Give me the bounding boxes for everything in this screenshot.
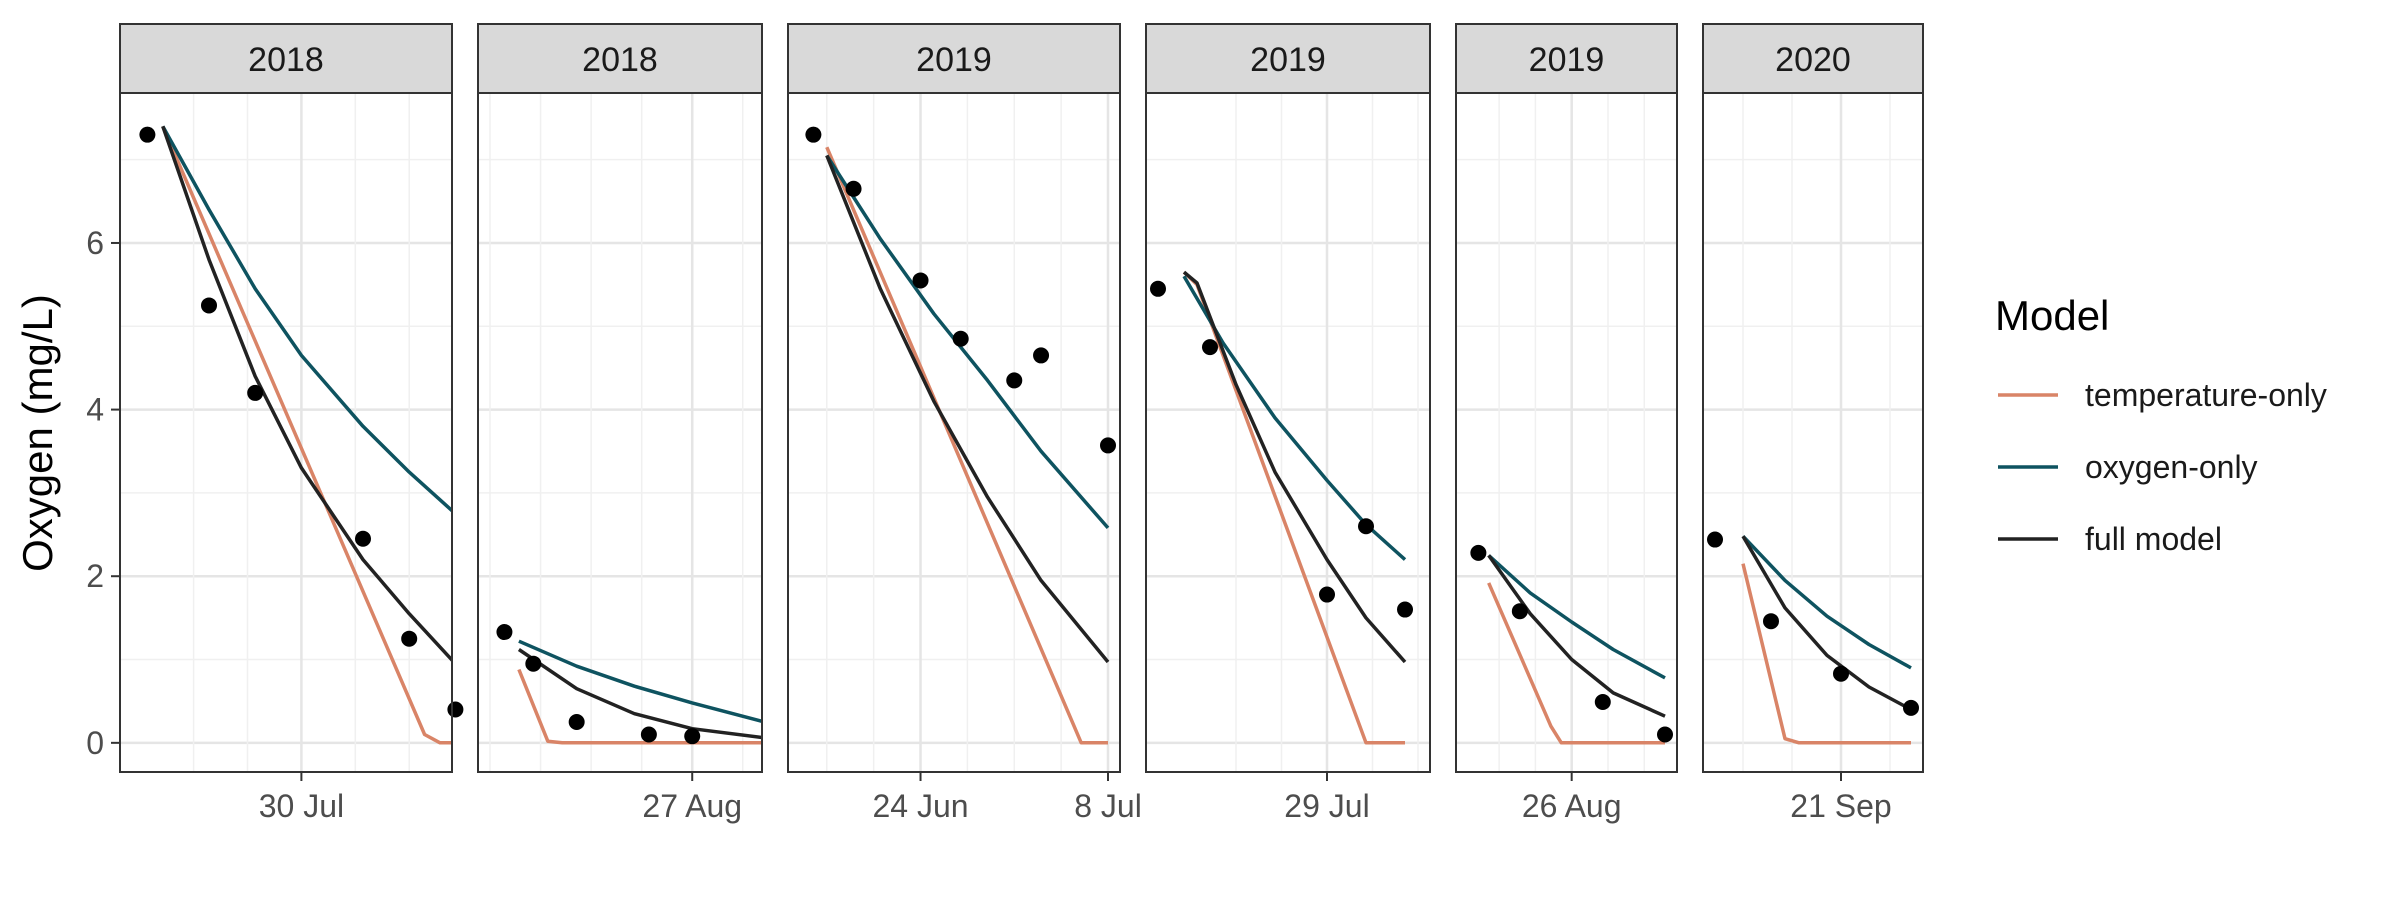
panel-border — [477, 92, 763, 773]
observed-point — [805, 126, 822, 143]
series-group — [161, 125, 452, 745]
legend-label-temp: temperature-only — [2085, 377, 2327, 413]
observed-point — [496, 624, 513, 641]
panel-background — [120, 93, 452, 772]
series-line-full — [1741, 535, 1912, 712]
facet-strip — [119, 23, 453, 94]
observed-point — [525, 655, 542, 672]
x-tick-label: 24 Jun — [872, 788, 968, 824]
series-line-temp — [1487, 582, 1665, 745]
legend-label-oxy: oxygen-only — [2085, 449, 2258, 485]
observed-point — [1511, 603, 1528, 620]
observed-point — [1397, 601, 1413, 618]
series-group — [825, 146, 1110, 745]
observed-point — [447, 701, 464, 718]
facet-panel: 2018 30 Jul 0 2 4 6 — [86, 23, 464, 824]
series-line-temp — [517, 668, 762, 745]
observed-point — [845, 180, 862, 197]
observed-point — [1150, 280, 1166, 297]
observed-point — [401, 630, 418, 647]
series-line-temp — [161, 125, 452, 745]
series-line-oxy — [1487, 554, 1666, 680]
observed-point — [1202, 339, 1218, 356]
series-line-full — [161, 125, 452, 663]
y-tick-label: 0 — [86, 725, 104, 761]
panel-background — [788, 93, 1120, 772]
facet-strip-label: 2019 — [1529, 41, 1605, 79]
y-tick-label: 6 — [86, 225, 104, 261]
facet-strip-label: 2018 — [248, 41, 324, 79]
facet-strip-label: 2019 — [916, 41, 992, 79]
x-tick-label: 21 Sep — [1790, 788, 1891, 824]
x-tick-label: 29 Jul — [1284, 788, 1369, 824]
observed-point — [568, 714, 585, 731]
legend-title: Model — [1995, 292, 2109, 339]
observed-point — [640, 726, 657, 743]
facet-strip-label: 2018 — [582, 41, 658, 79]
legend-entry-temp: temperature-only — [1998, 377, 2327, 413]
panel-border — [119, 92, 453, 773]
panel-border — [1145, 92, 1431, 773]
legend: Model temperature-only oxygen-only full mo… — [1995, 292, 2327, 557]
series-line-temp — [825, 146, 1108, 745]
observed-point — [1707, 531, 1723, 548]
x-tick-label: 27 Aug — [642, 788, 742, 824]
panel-border — [787, 92, 1121, 773]
panel-border — [1455, 92, 1678, 773]
observed-point — [139, 126, 156, 143]
facet-panel: 2019 24 Jun 8 Jul — [787, 23, 1142, 824]
series-line-full — [517, 648, 762, 740]
observed-point — [201, 297, 217, 314]
facet-panel: 2020 21 Sep — [1702, 23, 1924, 824]
y-tick-label: 4 — [86, 392, 104, 428]
facet-strip-label: 2020 — [1775, 41, 1851, 79]
observed-point — [1319, 586, 1335, 603]
facet-strip — [1702, 23, 1924, 94]
observed-point — [1006, 372, 1023, 389]
series-line-oxy — [825, 154, 1110, 530]
series-line-full — [1487, 554, 1666, 718]
observed-point — [1833, 665, 1849, 682]
facet-strip — [477, 23, 763, 94]
legend-entry-oxy: oxygen-only — [1998, 449, 2258, 485]
x-tick-label: 8 Jul — [1074, 788, 1142, 824]
legend-entry-full: full model — [1998, 521, 2222, 557]
facet-panel: 2019 29 Jul — [1145, 23, 1431, 824]
observed-point — [912, 272, 929, 289]
x-tick-label: 30 Jul — [259, 788, 344, 824]
facet-panel: 2019 26 Aug — [1455, 23, 1678, 824]
series-group — [517, 639, 762, 745]
observed-point — [684, 728, 701, 745]
series-line-oxy — [161, 125, 452, 513]
series-group — [1741, 534, 1912, 745]
facet-strip-label: 2019 — [1250, 41, 1326, 79]
series-group — [1487, 554, 1666, 745]
panel-border — [1702, 92, 1924, 773]
observed-point — [1763, 613, 1779, 630]
observed-point — [1470, 544, 1487, 561]
observed-point — [1100, 437, 1116, 454]
observed-point — [952, 330, 969, 347]
observed-point — [247, 384, 264, 401]
facet-strip — [1145, 23, 1431, 94]
x-tick-label: 26 Aug — [1522, 788, 1622, 824]
observed-point — [1594, 694, 1611, 711]
y-tick-label: 2 — [86, 558, 104, 594]
series-line-temp — [1741, 563, 1911, 745]
y-axis-label: Oxygen (mg/L) — [14, 294, 61, 572]
series-line-full — [1182, 270, 1407, 664]
observed-point — [1657, 726, 1673, 743]
facet-strip — [787, 23, 1121, 94]
observed-point — [1033, 347, 1050, 364]
observed-point — [1358, 518, 1374, 535]
legend-label-full: full model — [2085, 521, 2222, 557]
observed-point — [355, 530, 371, 547]
series-line-oxy — [518, 639, 762, 724]
observed-point — [1903, 699, 1919, 716]
series-line-oxy — [1741, 534, 1912, 670]
facet-panel: 2018 27 Aug — [477, 23, 763, 824]
series-line-full — [825, 154, 1110, 664]
